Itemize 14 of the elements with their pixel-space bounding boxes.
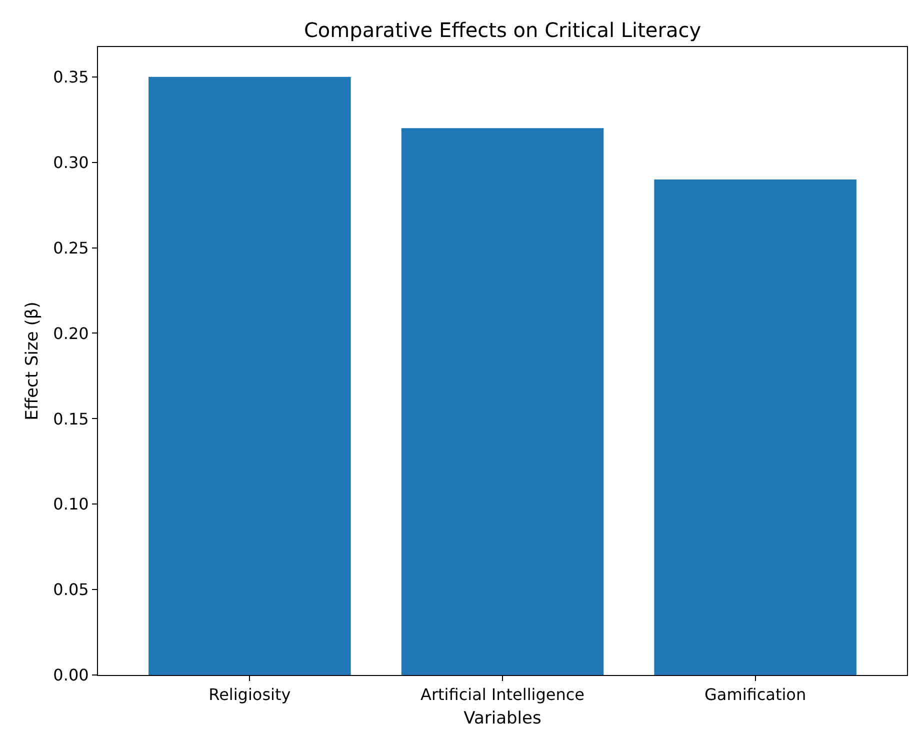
y-tick-label: 0.15 <box>53 409 89 428</box>
y-tick-label: 0.20 <box>53 324 89 343</box>
y-tick-label: 0.35 <box>53 68 89 86</box>
y-tick-label: 0.05 <box>53 580 89 600</box>
x-tick-label: Gamification <box>704 685 806 704</box>
y-tick-label: 0.10 <box>53 494 89 514</box>
y-tick-label: 0.00 <box>53 666 89 685</box>
y-tick-label: 0.30 <box>53 152 89 172</box>
x-axis-title: Variables <box>464 708 542 729</box>
y-axis-title: Effect Size (β) <box>22 302 43 420</box>
y-tick-label: 0.25 <box>53 238 89 258</box>
x-tick-label: Religiosity <box>208 685 291 704</box>
chart-title: Comparative Effects on Critical Literacy <box>304 18 702 42</box>
x-tick-label: Artificial Intelligence <box>420 685 584 704</box>
